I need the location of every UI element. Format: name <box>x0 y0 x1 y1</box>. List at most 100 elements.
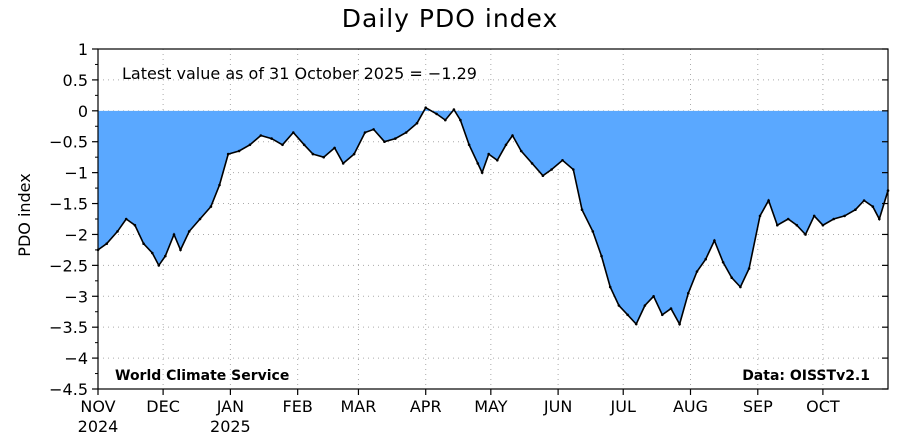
data-point <box>519 149 523 153</box>
data-point <box>804 233 807 236</box>
y-tick-label: −4 <box>64 349 88 368</box>
data-point <box>341 162 345 165</box>
data-point <box>424 106 428 109</box>
y-tick-label: −0.5 <box>49 133 88 152</box>
data-point <box>198 217 202 221</box>
y-tick-label: −2.5 <box>49 256 88 275</box>
x-tick-label: MAR <box>341 397 377 416</box>
data-point <box>511 134 514 137</box>
data-point <box>404 131 408 134</box>
data-point <box>302 143 306 147</box>
data-point <box>363 131 367 134</box>
data-point <box>776 223 779 227</box>
data-point <box>661 313 664 317</box>
data-point <box>476 162 480 165</box>
data-point <box>496 159 499 162</box>
data-point <box>311 152 315 156</box>
plot-frame <box>97 48 889 390</box>
data-point <box>687 291 690 295</box>
x-tick-year-label: 2025 <box>210 417 251 436</box>
data-point <box>179 248 182 252</box>
y-tick-label: −3 <box>64 287 88 306</box>
data-point <box>142 242 145 245</box>
x-tick-label: JUL <box>610 397 636 416</box>
y-axis-label: PDO index <box>15 173 34 256</box>
data-point <box>164 254 167 258</box>
data-point <box>541 174 545 177</box>
data-point <box>572 168 575 171</box>
data-point <box>352 152 356 156</box>
data-point <box>767 199 770 202</box>
data-point <box>795 223 799 227</box>
y-tick-label: −4.5 <box>49 380 88 399</box>
x-tick-label: DEC <box>146 397 180 416</box>
y-tick-label: −3.5 <box>49 318 88 337</box>
data-point <box>832 217 835 221</box>
x-tick-label: NOV <box>80 397 115 416</box>
data-point <box>372 128 375 131</box>
data-point <box>786 217 790 221</box>
data-point <box>218 183 221 187</box>
y-tick-label: −1 <box>64 164 88 183</box>
data-point <box>452 108 456 111</box>
data-point <box>187 230 191 233</box>
y-tick-label: 0 <box>78 102 88 121</box>
data-point <box>157 264 161 267</box>
data-point <box>467 143 471 147</box>
data-point <box>608 285 612 289</box>
data-point <box>383 140 386 143</box>
x-tick-year-label: 2024 <box>78 417 119 436</box>
data-point <box>124 217 128 221</box>
data-point <box>739 285 742 289</box>
data-point <box>292 131 295 134</box>
data-point <box>843 214 846 218</box>
data-point <box>530 162 534 165</box>
data-point <box>487 152 491 156</box>
data-point <box>550 168 553 171</box>
x-tick-label: APR <box>410 397 442 416</box>
x-tick-label: OCT <box>806 397 840 416</box>
y-tick-label: −2 <box>64 225 88 244</box>
data-point <box>435 112 438 116</box>
data-point <box>322 155 326 159</box>
data-point <box>504 143 508 147</box>
credit-annotation: World Climate Service <box>115 368 289 384</box>
data-point <box>704 257 707 261</box>
data-point <box>172 233 176 236</box>
y-tick-label: 0.5 <box>63 71 88 90</box>
data-source-annotation: Data: OISSTv2.1 <box>742 368 870 384</box>
data-point <box>248 143 252 147</box>
data-point <box>561 159 564 162</box>
x-tick-label: SEP <box>743 397 773 416</box>
data-point <box>643 304 647 307</box>
data-point <box>695 270 699 273</box>
data-point <box>617 304 621 307</box>
latest-value-annotation: Latest value as of 31 October 2025 = −1.… <box>122 64 477 83</box>
data-point <box>133 223 137 227</box>
data-point <box>270 137 273 140</box>
data-point <box>678 322 681 326</box>
data-point <box>226 152 230 156</box>
data-point <box>878 217 881 221</box>
y-tick-label: −1.5 <box>49 195 88 214</box>
data-point <box>634 322 638 326</box>
x-tick-label: JAN <box>216 397 244 416</box>
data-point <box>333 146 336 150</box>
pdo-area-fill <box>98 107 888 325</box>
data-point <box>730 276 733 280</box>
data-point <box>871 205 875 208</box>
chart-title: Daily PDO index <box>341 4 559 33</box>
data-point <box>600 254 603 258</box>
data-point <box>209 205 213 208</box>
data-point <box>116 230 119 233</box>
x-tick-label: JUN <box>543 397 572 416</box>
data-point <box>854 208 857 211</box>
data-point <box>713 239 716 242</box>
data-point <box>580 208 584 211</box>
y-tick-label: 1 <box>78 40 88 59</box>
data-point <box>591 230 595 233</box>
data-point <box>626 313 629 317</box>
axis-layer: 1 0.5 0 −0.5 −1 −1.5 −2 −2.5 −3 −3.5 −4 −4.5NOV2024… <box>49 40 889 436</box>
data-point <box>415 121 419 125</box>
data-point <box>747 267 751 270</box>
